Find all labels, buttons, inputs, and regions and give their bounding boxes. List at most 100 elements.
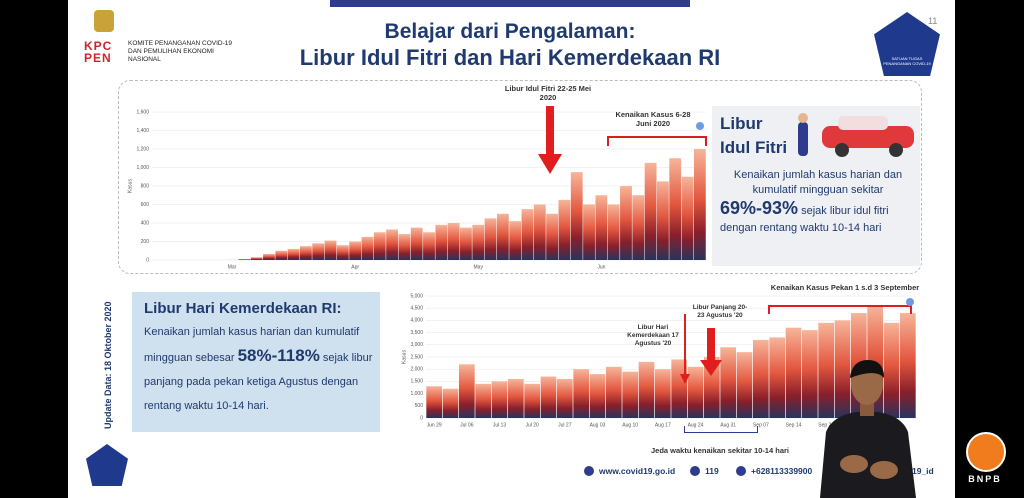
y-tick-label: 1,000 [410,391,423,397]
bar [720,347,737,418]
social: 19_id [912,466,934,476]
wa-icon [736,466,746,476]
red-arrows [680,314,722,384]
kemerdekaan-panel [132,292,380,432]
idul-fitri-text: Kenaikan jumlah kasus harian dan kumulat… [720,168,916,198]
x-tick-label: Sep 07 [753,422,769,428]
y-axis-label: Kasus [401,350,407,364]
car-illustration [798,113,914,157]
kemerdekaan-heading: Libur Hari Kemerdekaan RI: [144,300,342,317]
bar [484,218,497,260]
x-tick-label: Jun 29 [427,422,442,428]
highlight: 58%-118% [237,346,320,365]
bar [654,369,671,418]
highlight: 69%-93% [720,198,799,218]
page-number: 11 [928,16,938,26]
update-wrap: Update Data: 18 Oktober 2020 [100,300,116,430]
garuda-logo [94,10,114,32]
idul-fitri-heading: Libur Idul Fitri [720,114,788,157]
bar [507,378,524,418]
bar [361,236,374,260]
bar [620,186,632,260]
annotation-idul-fitri: Libur Idul Fitri 22-25 Mei 2020 [504,84,592,102]
bar [573,369,590,418]
whatsapp: +628113339900 [751,466,813,476]
y-tick-label: 3,000 [410,342,423,348]
bar [883,322,900,418]
red-arrow [538,106,562,174]
bar [435,224,448,260]
chart-kemerdekaan: 0 500 1,000 1,500 2,000 2,500 3,000 3,500 4,000 4… [401,293,916,428]
x-tick-label: May [474,264,484,270]
x-tick-label: Aug 31 [720,422,736,428]
x-tick-label: Jul 13 [493,422,507,428]
annotation-kemerdekaan: Libur Hari Kemerdekaan 17 Agustus '20 [627,324,679,347]
bar [605,366,622,418]
x-tick-label: Jun [597,264,605,270]
bar [657,181,669,260]
bnpb-text: BNPB [968,474,1002,484]
bar [312,243,325,260]
kemerdekaan-text: Kenaikan jumlah kasus harian dan kumulat… [144,320,374,418]
bar [460,227,472,260]
bar [533,204,546,260]
bar [324,240,337,260]
bar [386,229,398,260]
website: www.covid19.go.id [599,466,676,476]
bnpb-logo [966,432,1006,472]
bar [475,383,492,418]
annotation-increase: Kenaikan Kasus Pekan 1 s.d 3 September [770,283,920,292]
x-tick-label: Aug 03 [590,422,606,428]
bar [299,246,312,260]
x-tick-label: Aug 10 [622,422,638,428]
bar [423,232,435,260]
text: Kenaikan jumlah kasus harian dan kumulat… [733,169,903,196]
top-bar [330,0,690,7]
bar [250,257,263,260]
y-tick-label: 200 [141,239,150,245]
bar [426,386,443,418]
y-tick-label: 5,000 [410,293,423,299]
bar [818,322,835,418]
text: sejak libur idul fitri dengan rentang wa… [720,205,889,234]
gap-bracket [684,426,758,433]
x-tick-label: Aug 24 [688,422,704,428]
bar [472,224,485,260]
bar [373,232,386,260]
bar [595,195,608,260]
bar [496,213,509,260]
y-tick-label: 500 [415,403,424,409]
bar [524,383,541,418]
bar [546,213,559,260]
bar [669,158,682,260]
y-tick-label: 4,000 [410,318,423,324]
bar [442,388,459,418]
y-tick-label: 4,500 [410,306,423,312]
bar [491,381,508,418]
x-tick-label: Jul 20 [525,422,539,428]
top-panel [118,80,922,274]
y-tick-label: 600 [141,202,150,208]
annotation-long-holiday: Libur Panjang 20-23 Agustus '20 [692,304,748,319]
bar [834,320,851,418]
title-line2: Libur Idul Fitri dan Hari Kemerdekaan RI [299,45,721,70]
y-tick-label: 800 [141,183,150,189]
bar [687,366,704,418]
bracket [607,136,707,146]
y-tick-label: 2,500 [410,354,423,360]
bar [509,221,522,260]
bar [693,149,706,260]
gap-label: Jeda waktu kenaikan sekitar 10-14 hari [651,446,789,455]
x-tick-label: Apr [351,264,359,270]
dot [906,298,914,306]
y-tick-label: 0 [420,415,423,421]
bar [736,352,753,418]
y-tick-label: 1,500 [410,379,423,385]
text: Kenaikan jumlah kasus harian dan kumulat… [144,326,360,364]
x-tick-label: Jul 27 [558,422,572,428]
y-tick-label: 1,200 [136,146,149,152]
hotline: 119 [705,466,719,476]
bar [540,376,557,418]
y-tick-label: 1,600 [136,109,149,115]
bar [622,371,639,418]
